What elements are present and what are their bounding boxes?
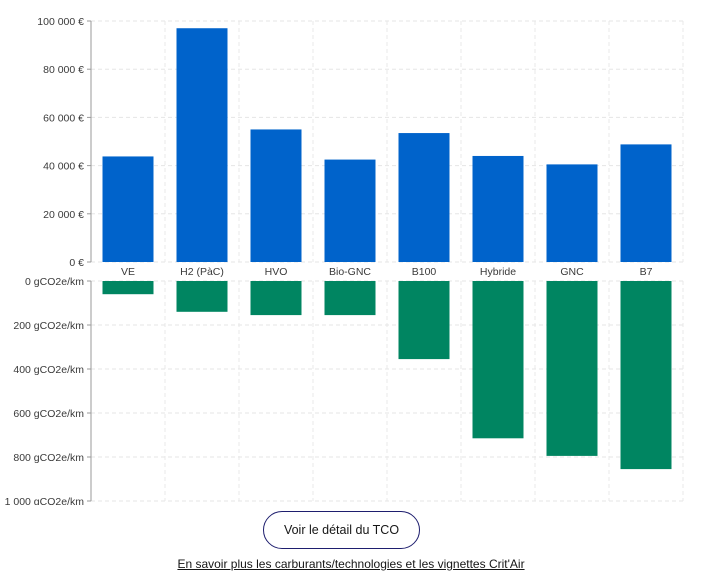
y-tick-label: 1 000 gCO2e/km (5, 496, 85, 505)
tco-emissions-chart: 0 € 20 000 € 40 000 € 60 000 € 80 000 € 100 0… (5, 16, 684, 505)
x-category-label: H2 (PàC) (180, 266, 224, 278)
emission-bar (250, 281, 302, 316)
x-category-label: HVO (265, 266, 288, 278)
y-tick-label: 40 000 € (43, 161, 84, 173)
cost-bar (546, 164, 598, 262)
emission-bar (324, 281, 376, 316)
tco-detail-button[interactable]: Voir le détail du TCO (263, 511, 420, 549)
x-category-label: B100 (412, 266, 437, 278)
emission-bar (472, 281, 524, 439)
y-tick-label: 400 gCO2e/km (13, 364, 84, 376)
emission-bar (546, 281, 598, 456)
y-tick-label: 20 000 € (43, 209, 84, 221)
cost-bar (324, 159, 376, 262)
y-tick-label: 60 000 € (43, 112, 84, 124)
cost-bar (102, 156, 154, 262)
cost-bar (620, 144, 672, 262)
y-tick-label: 100 000 € (37, 16, 84, 28)
cost-bar (398, 133, 450, 262)
y-tick-label: 600 gCO2e/km (13, 408, 84, 420)
y-tick-label: 200 gCO2e/km (13, 320, 84, 332)
x-category-label: Hybride (480, 266, 516, 278)
fuel-info-link[interactable]: En savoir plus les carburants/technologi… (177, 557, 525, 571)
y-tick-label: 80 000 € (43, 64, 84, 76)
x-category-label: Bio-GNC (329, 266, 371, 278)
x-category-label: GNC (560, 266, 584, 278)
emission-bar (102, 281, 154, 295)
y-tick-label: 0 € (69, 257, 84, 269)
x-category-label: B7 (640, 266, 653, 278)
emission-bar (398, 281, 450, 360)
cost-bar (250, 129, 302, 262)
cost-bar (472, 155, 524, 262)
y-tick-label: 800 gCO2e/km (13, 452, 84, 464)
emission-bar (620, 281, 672, 470)
y-tick-label: 0 gCO2e/km (25, 276, 84, 288)
x-category-label: VE (121, 266, 135, 278)
emission-bar (176, 281, 228, 312)
cost-bar (176, 28, 228, 263)
